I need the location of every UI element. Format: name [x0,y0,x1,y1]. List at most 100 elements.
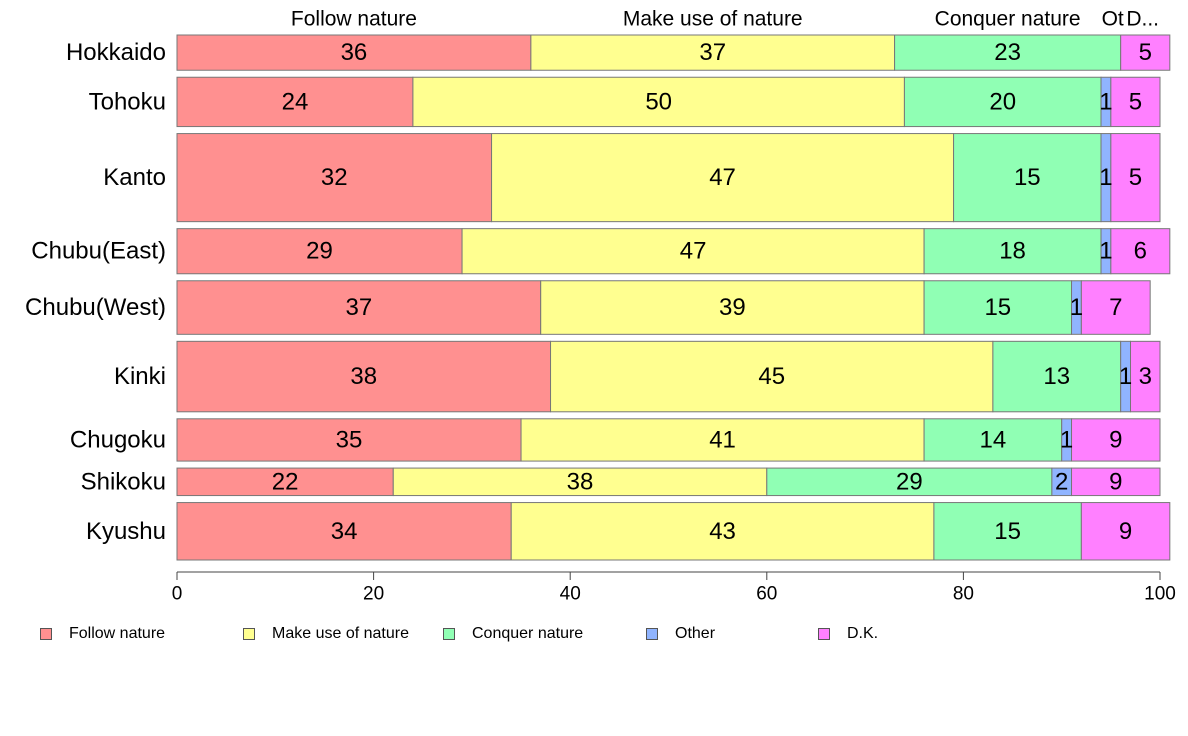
category-label: Kinki [114,363,166,390]
data-label: 50 [645,88,672,115]
legend-label: Conquer nature [472,625,584,642]
data-label: 5 [1139,39,1152,66]
legend-label: Other [675,625,716,642]
data-label: 1 [1099,88,1112,115]
data-label: 23 [994,39,1021,66]
legend-label: Follow nature [69,625,166,642]
legend-item-make-use-of-nature: Make use of nature [243,624,409,644]
x-tick-label: 0 [172,584,183,605]
top-label: Make use of nature [623,8,803,31]
bar-segment [176,467,394,497]
x-tick-label: 60 [756,584,777,605]
data-label: 7 [1109,294,1122,321]
data-label: 3 [1139,363,1152,390]
data-label: 6 [1134,238,1147,265]
x-tick-label: 100 [1144,584,1176,605]
data-label: 5 [1129,88,1142,115]
category-label: Tohoku [89,88,166,115]
x-axis: 0 20 40 60 80 100 [172,571,1176,605]
category-label: Kanto [103,164,166,191]
bar-segment [491,133,955,223]
legend-swatch [646,628,658,640]
bar-segment [1120,34,1171,71]
bar-segment [992,340,1122,413]
x-tick-label: 40 [560,584,581,605]
data-label: 38 [350,363,377,390]
bar-segment [461,228,925,275]
data-label: 29 [306,238,333,265]
x-tick-label: 80 [953,584,974,605]
category-label: Chubu(East) [31,238,166,265]
bar-segment [923,228,1102,275]
data-label: 22 [272,468,299,495]
bar-segment [1110,133,1161,223]
legend-item-dk: D.K. [818,624,878,644]
bar-segment [510,502,935,561]
bar-segment [176,76,414,128]
data-label: 45 [758,363,785,390]
bar-segment [1071,418,1161,462]
bar-segment [1071,467,1161,497]
legend-label: D.K. [847,625,879,642]
data-label: 1 [1070,294,1083,321]
bar-segment [923,280,1073,335]
data-label: 15 [994,518,1021,545]
data-label: 36 [341,39,368,66]
data-label: 15 [984,294,1011,321]
data-label: 9 [1119,518,1132,545]
stacked-bar-chart: Follow nature Make use of nature Conquer n… [25,8,1176,605]
data-label: 5 [1129,164,1142,191]
bar-segment [176,280,542,335]
category-label: Hokkaido [66,39,166,66]
bar-segment [540,280,925,335]
bar-segment [903,76,1102,128]
bar-segment [550,340,994,413]
legend-item-conquer-nature: Conquer nature [443,624,583,644]
bar-segment [1080,502,1171,561]
category-labels: Hokkaido Tohoku Kanto Chubu(East) Chubu(West… [25,39,166,545]
bar-segment [176,502,512,561]
bars [176,34,1171,561]
category-label: Chugoku [70,426,166,453]
data-label: 1 [1119,363,1132,390]
data-label: 37 [346,294,373,321]
data-label: 24 [282,88,309,115]
data-label: 38 [567,468,594,495]
data-label: 20 [989,88,1016,115]
bar-segment [176,133,493,223]
data-label: 1 [1099,164,1112,191]
bar-segment [392,467,768,497]
data-label: 39 [719,294,746,321]
category-label: Shikoku [81,468,166,495]
category-label: Chubu(West) [25,294,166,321]
category-label: Kyushu [86,518,166,545]
data-label: 29 [896,468,923,495]
data-labels: 36 37 23 524 50 20 1 532 47 15 1 529 47 18 1 637 39 15 1 73… [272,39,1152,545]
bar-segment [953,133,1102,223]
top-label: Follow nature [291,8,417,31]
data-label: 35 [336,426,363,453]
bar-segment [1110,228,1171,275]
legend-item-follow-nature: Follow nature [40,624,165,644]
bar-segment [176,34,532,71]
data-label: 34 [331,518,358,545]
data-label: 47 [680,238,707,265]
legend-label: Make use of nature [272,625,409,642]
legend: Follow nature Make use of nature Conquer… [40,624,1140,646]
bar-segment [176,418,522,462]
data-label: 37 [699,39,726,66]
legend-swatch [443,628,455,640]
data-label: 1 [1060,426,1073,453]
data-label: 18 [999,238,1026,265]
top-label: Ot [1102,8,1124,31]
bar-segment [933,502,1082,561]
bar-segment [1130,340,1161,413]
bar-segment [1110,76,1161,128]
bar-segment [176,340,552,413]
top-label: D... [1126,8,1159,31]
bar-segment [1080,280,1151,335]
data-label: 9 [1109,426,1122,453]
bar-segment [530,34,896,71]
top-labels: Follow nature Make use of nature Conquer n… [291,8,1159,31]
